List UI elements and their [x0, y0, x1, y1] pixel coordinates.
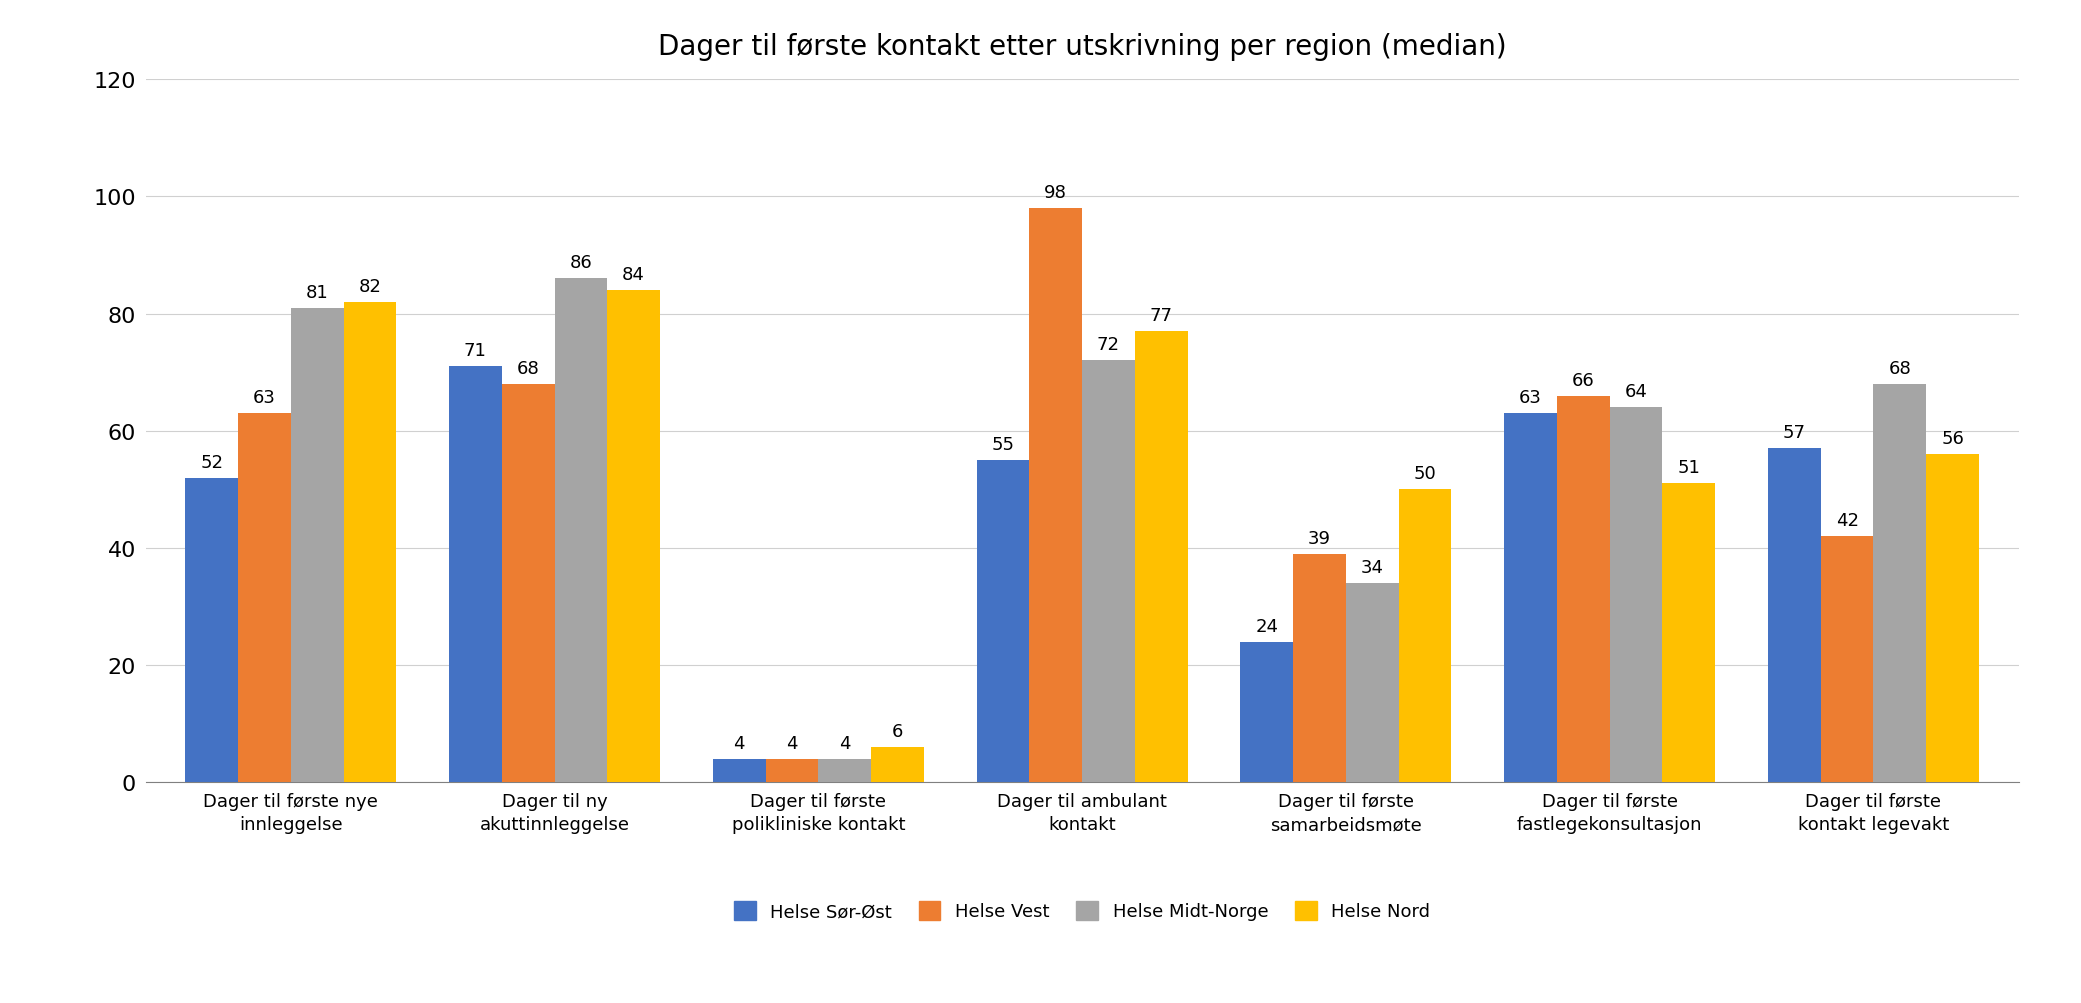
- Bar: [1557, 396, 1611, 782]
- Bar: [1927, 454, 1979, 782]
- Text: 68: 68: [1887, 359, 1910, 377]
- Bar: [1134, 332, 1188, 782]
- Text: 4: 4: [733, 734, 745, 752]
- Text: 4: 4: [787, 734, 797, 752]
- Bar: [608, 291, 660, 782]
- Text: 86: 86: [570, 254, 593, 272]
- Text: 39: 39: [1309, 530, 1332, 547]
- Bar: [1292, 554, 1346, 782]
- Bar: [1505, 413, 1557, 782]
- Bar: [1398, 489, 1450, 782]
- Bar: [1240, 642, 1292, 782]
- Text: 57: 57: [1783, 424, 1806, 441]
- Text: 98: 98: [1045, 184, 1068, 202]
- Bar: [714, 759, 766, 782]
- Bar: [343, 303, 395, 782]
- Bar: [1030, 209, 1082, 782]
- Text: 51: 51: [1677, 459, 1700, 476]
- Text: 82: 82: [358, 278, 381, 296]
- Text: 63: 63: [254, 389, 277, 407]
- Text: 66: 66: [1571, 371, 1594, 389]
- Bar: [1611, 408, 1663, 782]
- Text: 55: 55: [991, 435, 1013, 453]
- Text: 56: 56: [1942, 429, 1964, 447]
- Bar: [1769, 449, 1821, 782]
- Text: 71: 71: [464, 342, 487, 360]
- Text: 34: 34: [1361, 559, 1384, 577]
- Bar: [1346, 584, 1398, 782]
- Bar: [449, 367, 502, 782]
- Legend: Helse Sør-Øst, Helse Vest, Helse Midt-Norge, Helse Nord: Helse Sør-Øst, Helse Vest, Helse Midt-No…: [726, 894, 1438, 928]
- Bar: [976, 460, 1030, 782]
- Text: 64: 64: [1625, 383, 1648, 401]
- Text: 50: 50: [1413, 464, 1436, 482]
- Text: 4: 4: [839, 734, 851, 752]
- Text: 63: 63: [1519, 389, 1542, 407]
- Text: 77: 77: [1151, 307, 1174, 325]
- Text: 68: 68: [516, 359, 539, 377]
- Text: 81: 81: [306, 284, 329, 301]
- Bar: [237, 413, 291, 782]
- Text: 52: 52: [200, 453, 223, 471]
- Bar: [185, 478, 237, 782]
- Bar: [291, 308, 343, 782]
- Bar: [766, 759, 818, 782]
- Title: Dager til første kontakt etter utskrivning per region (median): Dager til første kontakt etter utskrivni…: [658, 33, 1507, 61]
- Text: 72: 72: [1097, 336, 1120, 354]
- Bar: [872, 747, 924, 782]
- Text: 6: 6: [893, 722, 903, 740]
- Bar: [1821, 537, 1873, 782]
- Bar: [554, 279, 608, 782]
- Bar: [1663, 483, 1715, 782]
- Text: 24: 24: [1255, 617, 1278, 635]
- Text: 42: 42: [1835, 512, 1858, 530]
- Bar: [502, 384, 554, 782]
- Text: 84: 84: [622, 266, 645, 284]
- Bar: [818, 759, 872, 782]
- Bar: [1873, 384, 1927, 782]
- Bar: [1082, 361, 1134, 782]
